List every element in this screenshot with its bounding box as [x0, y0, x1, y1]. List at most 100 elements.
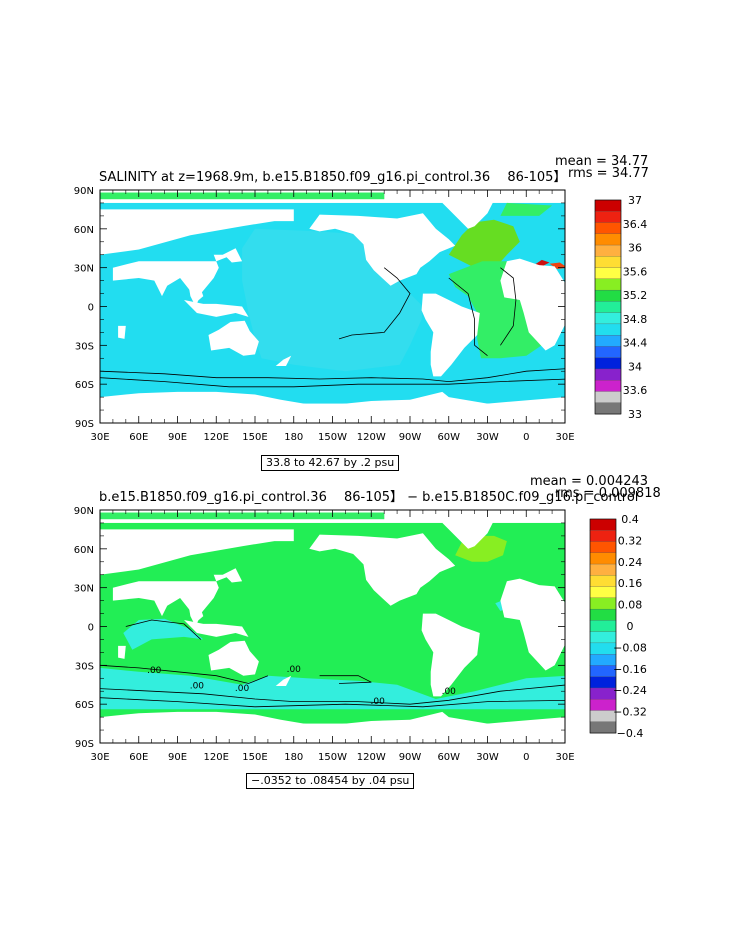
panel1-land-greenlandCut	[442, 197, 494, 229]
panel1-x-tick-label: 30E	[90, 432, 109, 443]
panel2-x-tick-label: 30E	[555, 752, 574, 763]
panel1-x-tick-label: 30W	[476, 432, 499, 443]
panel1-y-tick-label: 30N	[74, 264, 94, 275]
panel2-region-indian-negative	[123, 618, 204, 650]
panel2-y-tick-label: 30N	[74, 584, 94, 595]
panel2-colorbar-swatch	[589, 654, 617, 666]
panel1-region-pacific-fresh	[242, 228, 423, 372]
panel1-y-tick-label: 90S	[75, 419, 94, 430]
panel1-colorbar-swatch	[594, 346, 622, 359]
panel2-colorbar-swatch	[589, 665, 617, 678]
panel2-colorbar-swatch	[589, 597, 617, 610]
panel1-colorbar-swatch	[594, 233, 622, 246]
panel2-colorbar-label: −0.08	[613, 641, 647, 654]
panel1-colorbar-swatch	[594, 222, 622, 235]
panel2-y-tick-label: 0	[88, 623, 94, 634]
panel1-colorbar-swatch	[594, 357, 622, 370]
panel2-colorbar-swatch	[589, 710, 617, 723]
panel2-region-south-ocean-negative	[100, 667, 565, 710]
panel1-field	[100, 192, 565, 423]
panel2-contour-label: .00	[442, 687, 457, 697]
panel2-x-tick-label: 30E	[90, 752, 109, 763]
panel2-land-africa	[500, 578, 565, 671]
panel1-land-asiaS	[112, 248, 243, 304]
panel1-land-eurasia	[100, 209, 294, 255]
panel1-y-tick-label: 90N	[74, 186, 94, 197]
panel2-arctic-top	[100, 512, 385, 520]
panel2-colorbar-swatch	[589, 530, 617, 542]
panel2-colorbar-swatch	[589, 721, 617, 734]
panel1-arctic-top	[100, 192, 385, 200]
panel1-colorbar-swatch	[594, 289, 622, 302]
panel1-x-tick-label: 180	[284, 432, 303, 443]
panel2-title: b.e15.B1850.f09_g16.pi_control.36 86-105…	[99, 490, 639, 505]
panel1-colorbar-swatch	[594, 256, 622, 269]
panel2-land-antarctica	[100, 711, 565, 743]
panel1-x-tick-label: 60E	[129, 432, 148, 443]
panel1-x-tick-label: 0	[523, 432, 529, 443]
panel1-contour-line	[100, 368, 565, 383]
panel2-contour-label: .00	[235, 684, 250, 694]
panel1-colorbar-swatch	[594, 244, 622, 257]
panel2-colorbar-label: 0.16	[618, 577, 643, 590]
panel1-colorbar-label: 37	[628, 194, 642, 207]
panel1-region-north-atlantic-high	[448, 219, 520, 268]
panel2-contour-label: .00	[147, 666, 162, 676]
panel1-y-tick-label: 60S	[75, 380, 94, 391]
panel1-mean: mean = 34.77	[555, 154, 649, 169]
panel2-field	[100, 512, 565, 743]
panel1-x-tick-label: 120E	[204, 432, 229, 443]
panel2-x-tick-label: 180	[284, 752, 303, 763]
panel2-contour-line	[100, 697, 565, 708]
panel1-contour-line	[100, 377, 565, 388]
panel1-x-tick-label: 150E	[242, 432, 267, 443]
panel2-land-indonesia	[184, 620, 249, 637]
panel1-plot	[99, 189, 622, 424]
panel2-land-asiaS	[112, 568, 243, 624]
panel1-x-tick-label: 120W	[357, 432, 386, 443]
panel2-colorbar-label: 0.4	[621, 513, 639, 526]
panel1-contour-line	[500, 267, 517, 346]
panel1-colorbar-swatch	[594, 335, 622, 347]
panel1-x-tick-label: 30E	[555, 432, 574, 443]
panel2-land-australia	[208, 640, 259, 676]
panel2-contour-line	[100, 684, 565, 705]
panel1-contour-line	[448, 277, 488, 357]
panel1-colorbar-swatch	[594, 380, 622, 392]
panel2-contour-label: .00	[371, 697, 386, 707]
panel2-y-tick-label: 30S	[75, 661, 94, 672]
panel1-x-tick-label: 90W	[399, 432, 422, 443]
panel2-x-tick-label: 60E	[129, 752, 148, 763]
panel2-x-tick-label: 0	[523, 752, 529, 763]
panel2-contour-label: .00	[190, 682, 205, 692]
panel2-x-tick-label: 120W	[357, 752, 386, 763]
panel2-colorbar-swatch	[589, 699, 617, 711]
panel1-land-nz	[275, 355, 292, 366]
panel2-x-tick-label: 150E	[242, 752, 267, 763]
panel2-plot	[99, 509, 617, 744]
panel1-colorbar-swatch	[594, 391, 622, 404]
panel2-colorbar-label: 0.32	[618, 534, 643, 547]
panel1-colorbar-label: 35.6	[623, 265, 648, 278]
panel2-colorbar-label: −0.24	[613, 684, 647, 697]
panel2-x-tick-label: 90W	[399, 752, 422, 763]
panel2-mean: mean = 0.004243	[530, 474, 649, 489]
panel2-colorbar-swatch	[589, 676, 617, 689]
panel2-land-madagascar	[118, 645, 126, 659]
panel1-land-africa	[500, 258, 565, 351]
panel1-colorbar-label: 34.4	[623, 337, 648, 350]
panel2-colorbar-swatch	[589, 586, 617, 599]
panel1-colorbar-swatch	[594, 402, 622, 415]
panel2-y-tick-label: 60N	[74, 545, 94, 556]
panel2-colorbar-label: 0.24	[618, 556, 643, 569]
panel1-land-antarctica	[100, 391, 565, 423]
panel1-land-americaS	[421, 293, 480, 377]
panel1-colorbar-frame	[594, 199, 622, 415]
panel1-colorbar-swatch	[594, 323, 622, 336]
panel2-colorbar-swatch	[589, 541, 617, 554]
panel1-colorbar-swatch	[594, 368, 622, 381]
panel2-info-box: −.0352 to .08454 by .04 psu	[246, 773, 415, 789]
panel1-colorbar-swatch	[594, 199, 622, 212]
panel2-land-nz	[275, 675, 292, 686]
panel2-land-eurasia	[100, 529, 294, 575]
